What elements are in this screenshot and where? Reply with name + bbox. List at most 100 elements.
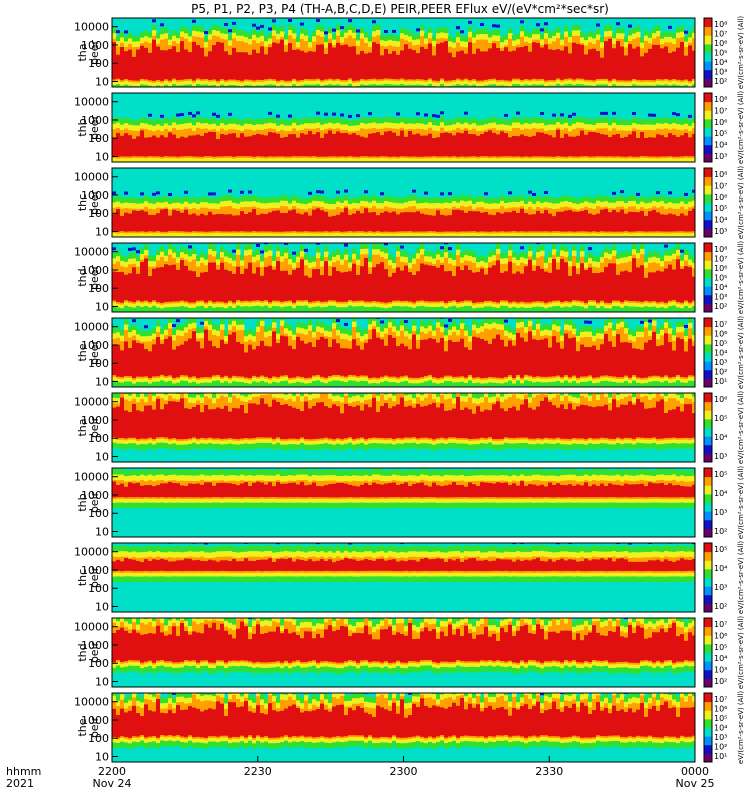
spectrogram-cell [284,51,289,81]
spectrogram-cell [340,133,345,157]
spectrogram-cell [548,347,553,377]
panel-label-instrument: peer [88,340,101,366]
spectrogram-cell [588,247,592,251]
colorbar-segment [704,511,712,521]
colorbar-segment [704,335,712,345]
spectrogram-cell [536,485,541,498]
spectrogram-cell [240,404,245,439]
spectrogram-cell [500,408,505,439]
spectrogram-cell [540,339,545,377]
spectrogram-cell [184,485,189,498]
spectrogram-cell [624,213,629,232]
spectrogram-cell [236,137,241,157]
spectrogram-cell [132,340,137,379]
spectrogram-cell [348,348,353,375]
spectrogram-cell [568,314,572,317]
spectrogram-cell [680,135,685,157]
spectrogram-cell [448,192,452,196]
colorbar-segment [704,228,712,238]
spectrogram-cell [300,481,305,498]
spectrogram-cell [552,313,556,316]
spectrogram-cell [312,405,317,440]
spectrogram-cell [308,484,313,498]
spectrogram-cell [388,212,393,232]
spectrogram-cell [648,48,653,81]
spectrogram-cell [392,559,397,571]
spectrogram-cell [144,325,148,329]
spectrogram-cell [624,55,629,81]
spectrogram-cell [536,340,541,377]
spectrogram-cell [664,214,669,232]
spectrogram-cell [312,561,317,571]
spectrogram-cell [544,190,548,194]
spectrogram-cell [652,331,657,376]
colorbar-tick-label: 10⁵ [714,49,727,58]
spectrogram-cell [316,486,321,498]
spectrogram-cell [512,210,517,232]
spectrogram-cell [448,318,452,322]
spectrogram-cell [224,23,228,27]
spectrogram-cell [496,334,501,378]
spectrogram-cell [620,404,625,439]
spectrogram-cell [368,560,373,571]
spectrogram-cell [520,134,525,157]
spectrogram-cell [308,51,313,80]
spectrogram-cell [180,344,185,376]
spectrogram-cell [608,38,613,81]
spectrogram-cell [376,559,381,571]
spectrogram-cell [456,209,461,232]
spectrogram-cell [304,401,309,440]
spectrogram-cell [260,559,265,572]
spectrogram-cell [440,246,444,250]
spectrogram-cell [124,133,129,157]
spectrogram-cell [480,482,485,498]
spectrogram-cell [492,43,497,79]
spectrogram-cell [212,262,217,303]
spectrogram-cell [148,137,153,157]
spectrogram-cell [288,43,293,81]
spectrogram-cell [164,137,169,157]
spectrogram-cell [256,559,261,571]
spectrogram-cell [336,319,340,323]
spectrogram-cell [300,340,305,378]
spectrogram-cell [192,483,197,498]
spectrogram-cell [524,485,529,498]
spectrogram-cell [600,57,605,79]
spectrogram-cell [664,137,669,157]
spectrogram-cell [564,210,569,232]
spectrogram-cell [364,190,368,194]
spectrogram-cell [336,214,341,232]
spectrogram-cell [128,213,133,232]
spectrogram-cell [244,413,249,439]
spectrogram-cell [112,271,117,301]
spectrogram-cell [160,209,165,232]
spectrogram-cell [644,408,649,438]
colorbar-tick-label: 10⁴ [714,58,727,67]
spectrogram-cell [268,27,272,31]
spectrogram-cell [252,482,257,498]
spectrogram-cell [260,340,265,376]
spectrogram-cell [500,272,505,301]
spectrogram-cell [560,348,565,378]
spectrogram-cell [428,133,433,157]
spectrogram-cell [192,135,197,157]
spectrogram-cell [600,134,605,157]
spectrogram-cell [632,484,637,498]
spectrogram-cell [440,192,444,196]
spectrogram-cell [172,264,177,302]
spectrogram-cell [220,214,225,232]
spectrogram-cell [148,405,153,438]
spectrogram-thb-peer [112,93,695,162]
spectrogram-cell [336,190,340,194]
spectrogram-cell [496,401,501,440]
colorbar-unit-label: eV/(cm²-s-sr-eV) (All) [737,316,745,389]
spectrogram-cell [356,54,361,81]
panel-label-instrument: peir [88,491,101,513]
spectrogram-cell [172,483,177,498]
colorbar-segment [704,153,712,163]
y-tick-label: 100 [88,132,109,145]
spectrogram-cell [348,114,352,118]
spectrogram-cell [248,54,253,80]
spectrogram-cell [244,213,249,232]
spectrogram-cell [296,408,301,440]
